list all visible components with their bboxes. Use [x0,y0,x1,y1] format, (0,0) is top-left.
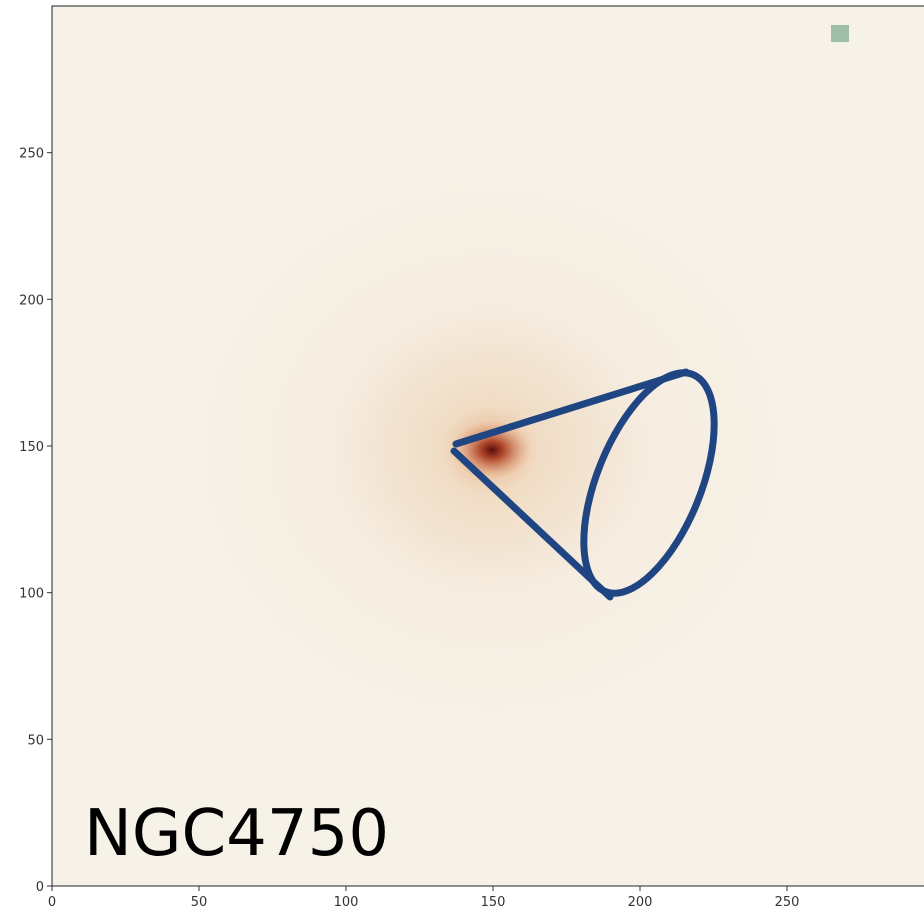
galaxy-core [452,420,532,480]
y-tick-label: 150 [19,440,44,455]
cone-edge [450,447,614,601]
y-tick-label: 200 [19,293,44,308]
x-tick-label: 100 [334,895,359,910]
y-tick-label: 0 [36,880,44,895]
y-tick-label: 250 [19,147,44,162]
cone [450,368,718,601]
cone-edge [452,368,690,448]
y-tick-label: 100 [19,587,44,602]
cone-base [580,369,718,597]
x-tick-label: 50 [191,895,208,910]
x-tick-label: 200 [628,895,653,910]
x-tick-label: 250 [775,895,800,910]
x-tick-label: 0 [48,895,56,910]
x-tick-label: 150 [481,895,506,910]
artifact [831,25,849,42]
annotation: NGC4750 [84,797,389,871]
y-tick-label: 50 [27,733,44,748]
image [52,6,924,886]
